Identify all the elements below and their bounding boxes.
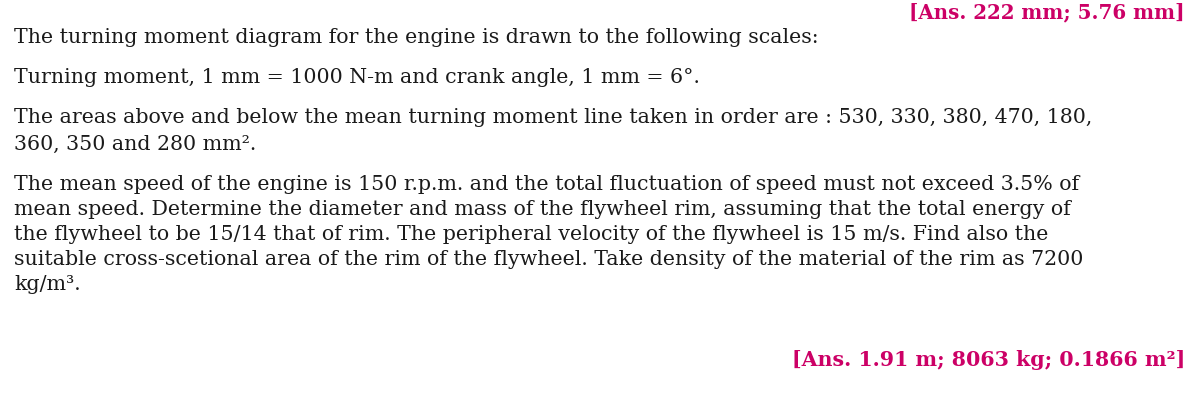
Text: The areas above and below the mean turning moment line taken in order are : 530,: The areas above and below the mean turni… [14, 108, 1092, 127]
Text: kg/m³.: kg/m³. [14, 275, 80, 294]
Text: The mean speed of the engine is 150 r.p.m. and the total fluctuation of speed mu: The mean speed of the engine is 150 r.p.… [14, 175, 1079, 194]
Text: 360, 350 and 280 mm².: 360, 350 and 280 mm². [14, 135, 257, 154]
Text: mean speed. Determine the diameter and mass of the flywheel rim, assuming that t: mean speed. Determine the diameter and m… [14, 200, 1070, 219]
Text: Turning moment, 1 mm = 1000 N-m and crank angle, 1 mm = 6°.: Turning moment, 1 mm = 1000 N-m and cran… [14, 68, 700, 87]
Text: the flywheel to be 15/14 that of rim. The peripheral velocity of the flywheel is: the flywheel to be 15/14 that of rim. Th… [14, 225, 1049, 244]
Text: The turning moment diagram for the engine is drawn to the following scales:: The turning moment diagram for the engin… [14, 28, 818, 47]
Text: [Ans. 222 mm; 5.76 mm]: [Ans. 222 mm; 5.76 mm] [910, 2, 1186, 22]
Text: [Ans. 1.91 m; 8063 kg; 0.1866 m²]: [Ans. 1.91 m; 8063 kg; 0.1866 m²] [792, 350, 1186, 370]
Text: suitable cross-scetional area of the rim of the flywheel. Take density of the ma: suitable cross-scetional area of the rim… [14, 250, 1084, 269]
